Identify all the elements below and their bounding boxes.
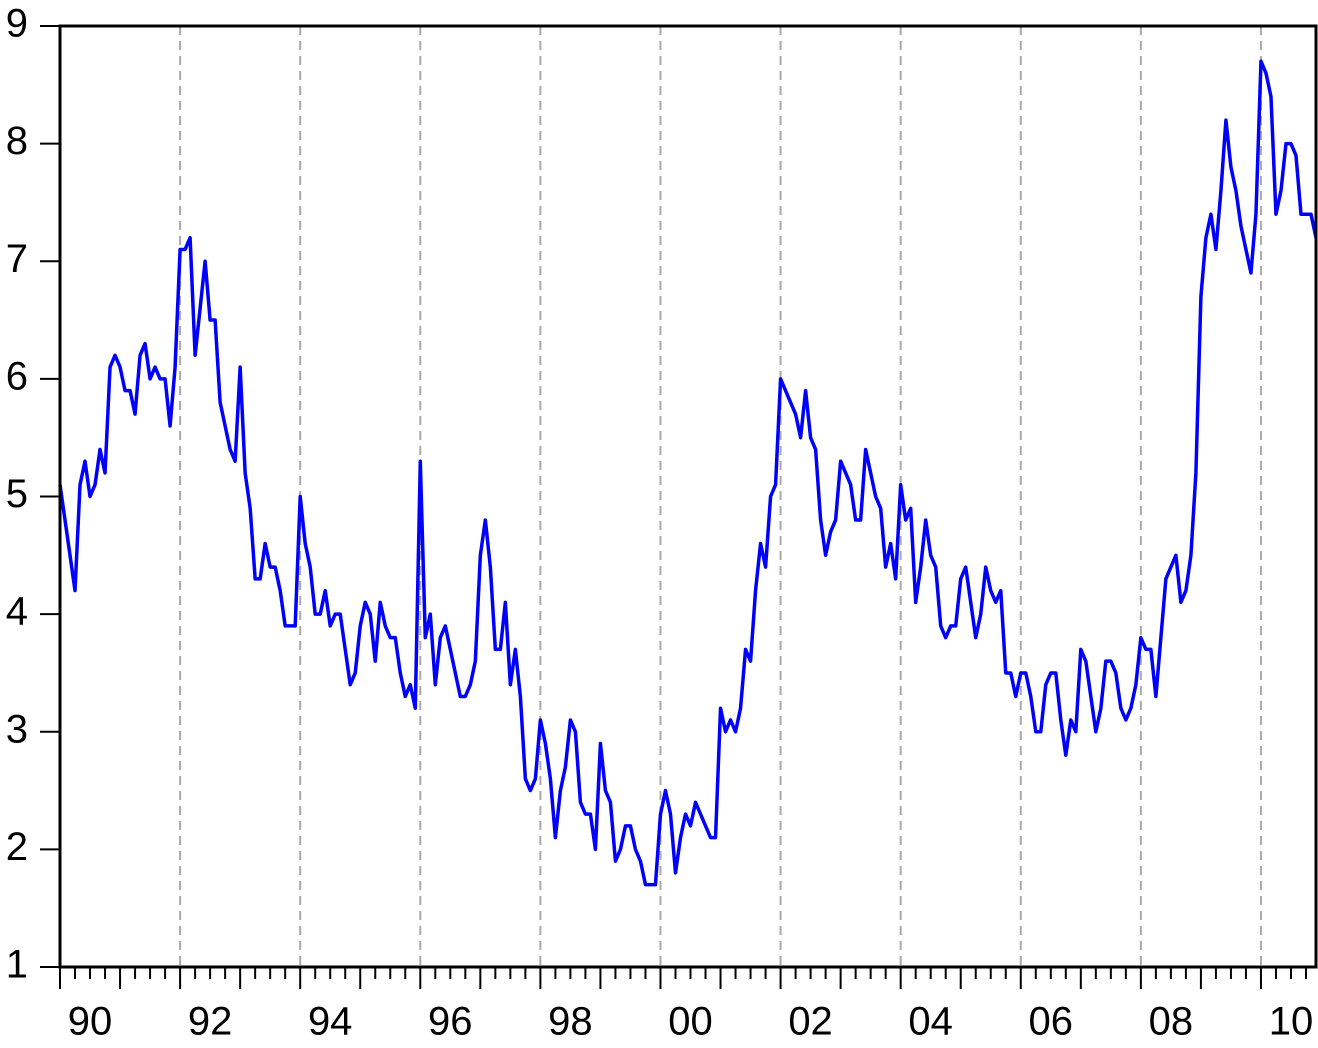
y-tick-label: 6 <box>6 354 28 398</box>
x-tick-label: 92 <box>188 1000 233 1044</box>
y-tick-label: 2 <box>6 825 28 869</box>
x-tick-label: 90 <box>68 1000 113 1044</box>
x-tick-label: 08 <box>1149 1000 1194 1044</box>
plot-frame <box>58 24 1318 969</box>
x-tick-label: 04 <box>908 1000 953 1044</box>
x-tick-label: 96 <box>428 1000 473 1044</box>
y-tick-label: 1 <box>6 943 28 987</box>
x-tick-label: 02 <box>788 1000 833 1044</box>
x-tick-label: 06 <box>1029 1000 1074 1044</box>
y-tick-label: 8 <box>6 119 28 163</box>
y-tick-label: 4 <box>6 590 28 634</box>
x-tick-label: 94 <box>308 1000 353 1044</box>
x-tick-label: 00 <box>668 1000 713 1044</box>
data-line <box>58 59 1318 887</box>
y-tick-label: 9 <box>6 2 28 46</box>
x-tick-label: 98 <box>548 1000 593 1044</box>
x-tick-label: 10 <box>1269 1000 1314 1044</box>
y-tick-label: 5 <box>6 472 28 516</box>
y-tick-label: 7 <box>6 237 28 281</box>
y-tick-label: 3 <box>6 707 28 751</box>
